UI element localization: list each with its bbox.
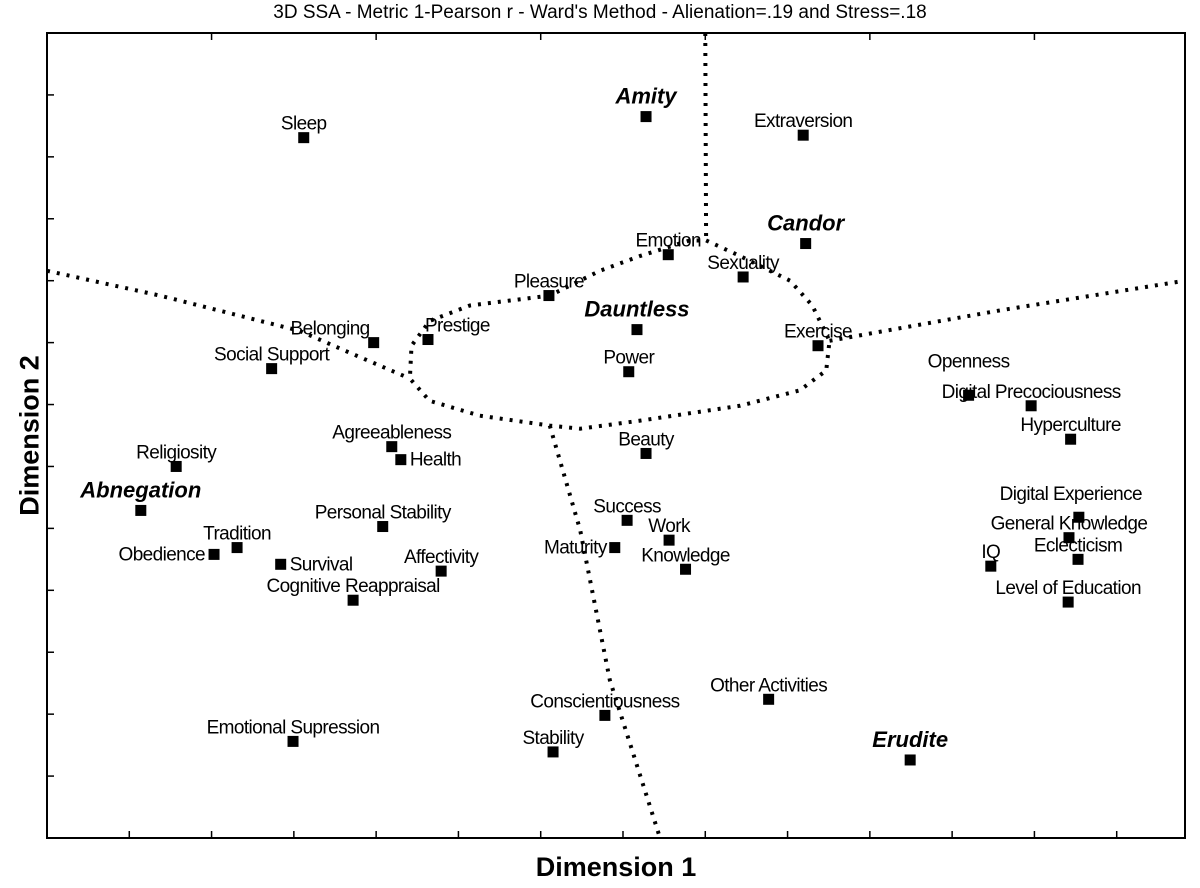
data-point [170,460,182,472]
data-point [800,238,812,250]
data-point [135,504,147,516]
data-point [985,560,997,572]
point-label: Sexuality [707,253,780,274]
point-label: Cognitive Reappraisal [266,576,439,597]
point-label: Beauty [618,429,675,450]
data-point [640,447,652,459]
point-label: Exercise [784,322,852,343]
data-point [386,441,398,453]
point-label: Level of Education [995,578,1141,599]
data-point [640,111,652,123]
cluster-label: Erudite [872,727,948,752]
data-point [1063,532,1075,544]
point-label: Digital Precociousness [942,382,1121,403]
partition-line [829,278,1186,343]
point-label: Personal Stability [315,503,452,524]
data-point [1025,400,1037,412]
cluster-label: Dauntless [584,297,689,322]
data-point [623,366,635,378]
cluster-label: Amity [614,84,678,109]
point-label: Openness [928,351,1010,372]
data-point [547,746,559,758]
point-label: Sleep [281,114,327,135]
point-label: Extraversion [754,111,852,132]
point-label: General Knowledge [991,514,1148,535]
data-point [1072,553,1084,565]
data-point [543,290,555,302]
point-label: Tradition [203,524,271,545]
point-label: Knowledge [641,545,730,566]
point-label: Maturity [544,538,608,559]
point-label: Religiosity [136,442,217,463]
data-point [737,271,749,283]
point-label: Success [593,496,661,517]
chart-title: 3D SSA - Metric 1-Pearson r - Ward's Met… [273,2,927,23]
point-label: Affectivity [404,547,479,568]
partition-line [407,238,832,431]
data-point [963,389,975,401]
data-point [422,334,434,346]
data-point [609,542,621,554]
point-label: Health [410,450,461,471]
point-label: Belonging [291,319,370,340]
point-label: Work [648,516,691,537]
point-label: Power [603,348,655,369]
data-point [368,337,380,349]
data-point [680,563,692,575]
partition-line [46,268,411,381]
point-label: Hyperculture [1020,415,1121,436]
data-point [1065,433,1077,445]
point-label: Digital Experience [1000,484,1142,505]
point-label: Pleasure [514,272,584,293]
data-point [663,534,675,546]
data-point [621,514,633,526]
data-point [208,548,220,560]
partition-line [703,32,709,241]
data-point [599,709,611,721]
x-axis-label: Dimension 1 [535,852,697,882]
data-point [347,594,359,606]
data-point [435,565,447,577]
point-label: Conscientiousness [530,691,679,712]
point-label: Prestige [425,316,490,337]
point-label: Emotion [635,231,701,252]
data-point [275,558,287,570]
point-label: Stability [522,728,584,749]
data-point [287,735,299,747]
data-point [298,132,310,144]
point-label: Emotional Supression [207,717,380,738]
cluster-label: Candor [767,211,845,236]
data-point [395,454,407,466]
data-point [812,340,824,352]
data-point [763,693,775,705]
data-point [1073,511,1085,523]
plot-frame [46,32,1186,839]
point-label: Agreeableness [332,423,451,444]
data-point [904,754,916,766]
point-label: IQ [981,542,1000,563]
cluster-label: Abnegation [79,477,201,502]
data-point [1062,596,1074,608]
point-label: Social Support [214,345,330,366]
y-axis-label: Dimension 2 [14,355,45,516]
data-point [231,542,243,554]
data-point [266,363,278,375]
point-label: Obedience [119,544,206,565]
point-label: Eclecticism [1034,535,1122,556]
data-point [797,129,809,141]
point-label: Other Activities [710,675,827,696]
partition-line [547,425,662,839]
data-point [662,249,674,261]
data-point [631,324,643,336]
data-point [377,521,389,533]
point-label: Survival [290,554,353,575]
